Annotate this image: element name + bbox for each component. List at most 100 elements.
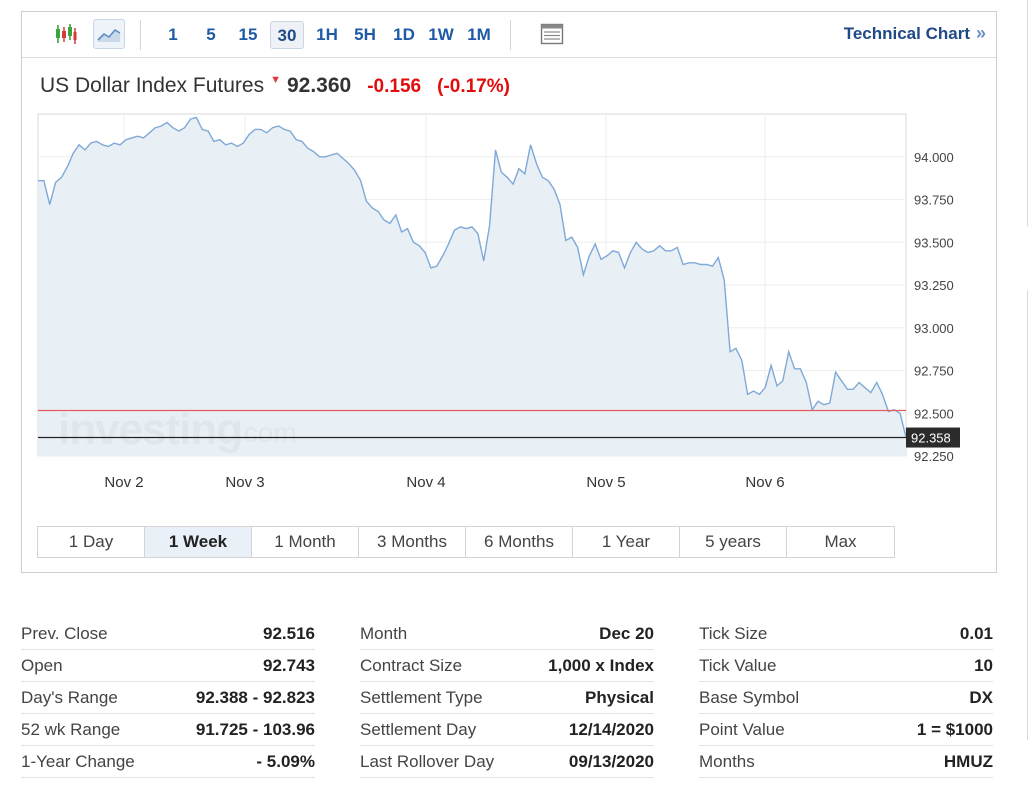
stats-column-3: Tick Size 0.01 Tick Value 10 Base Symbol DX Po…: [699, 618, 993, 778]
stat-label: Prev. Close: [21, 623, 108, 643]
last-price-tag: [906, 427, 960, 448]
stat-row: Contract Size 1,000 x Index: [360, 650, 654, 682]
interval-button[interactable]: 30: [270, 21, 304, 49]
interval-button[interactable]: 1H: [316, 25, 338, 44]
stat-label: Contract Size: [360, 655, 463, 675]
stat-row: Tick Value 10: [699, 650, 993, 682]
interval-button[interactable]: 5H: [354, 25, 376, 44]
series-area: [38, 117, 906, 457]
x-tick-label: Nov 2: [104, 474, 143, 491]
stat-row: Settlement Day 12/14/2020: [360, 714, 654, 746]
stat-value: - 5.09%: [256, 751, 315, 771]
stat-row: Day's Range 92.388 - 92.823: [21, 682, 315, 714]
stat-value: 92.388 - 92.823: [195, 687, 315, 707]
y-tick-label: 92.750: [914, 364, 954, 379]
range-button[interactable]: Max: [787, 527, 894, 557]
stat-label: Base Symbol: [699, 687, 800, 707]
technical-chart-link[interactable]: Technical Chart »: [844, 23, 986, 44]
stat-value: Dec 20: [599, 623, 654, 643]
y-tick-label: 93.500: [914, 235, 954, 250]
last-price: 92.360: [286, 74, 352, 97]
chart-widget: 1 5 15 30 1H 5H 1D 1W 1M Technical Chart» US Dol…: [21, 11, 997, 573]
stat-value: 12/14/2020: [568, 719, 654, 739]
range-button[interactable]: 3 Months: [359, 527, 466, 557]
stat-label: 52 wk Range: [21, 719, 121, 739]
candlestick-chart-icon[interactable]: [48, 19, 84, 49]
y-tick-label: 92.500: [914, 406, 954, 421]
stat-row: 52 wk Range 91.725 - 103.96: [21, 714, 315, 746]
stats-column-2: Month Dec 20 Contract Size 1,000 x Index Set…: [360, 618, 654, 778]
series-line: [38, 116, 907, 438]
stat-value: 91.725 - 103.96: [195, 719, 315, 739]
range-button[interactable]: 6 Months: [466, 527, 573, 557]
stat-row: Settlement Type Physical: [360, 682, 654, 714]
stat-value: 09/13/2020: [568, 751, 654, 771]
stat-value: 0.01: [959, 623, 993, 643]
interval-button[interactable]: 1M: [467, 25, 491, 44]
stat-label: Settlement Day: [360, 719, 477, 739]
interval-button[interactable]: 5: [206, 25, 216, 44]
stat-value: 10: [974, 655, 993, 675]
interval-button[interactable]: 1: [168, 25, 178, 44]
stat-row: Months HMUZ: [699, 746, 993, 778]
stat-label: Tick Size: [699, 623, 768, 643]
stat-value: 1,000 x Index: [548, 655, 654, 675]
page-edge: [1027, 290, 1028, 740]
stat-label: Point Value: [699, 719, 785, 739]
stat-row: Base Symbol DX: [699, 682, 993, 714]
interval-button[interactable]: 15: [238, 25, 258, 44]
price-change: -0.156: [367, 76, 422, 97]
stat-label: Settlement Type: [360, 687, 483, 707]
toolbar-divider: [140, 20, 141, 50]
stat-label: Months: [699, 751, 755, 771]
range-button[interactable]: 1 Day: [38, 527, 145, 557]
range-button[interactable]: 1 Month: [252, 527, 359, 557]
double-chevron-right-icon: »: [975, 23, 986, 43]
stat-value: 1 = $1000: [916, 719, 993, 739]
y-tick-label: 93.250: [914, 278, 954, 293]
stat-label: Open: [21, 655, 63, 675]
stat-label: Last Rollover Day: [360, 751, 495, 771]
stat-row: Prev. Close 92.516: [21, 618, 315, 650]
stat-row: Last Rollover Day 09/13/2020: [360, 746, 654, 778]
range-button[interactable]: 5 years: [680, 527, 787, 557]
price-change-percent: (-0.17%): [437, 76, 510, 97]
chart-toolbar: 1 5 15 30 1H 5H 1D 1W 1M Technical Chart»: [22, 12, 996, 58]
technical-chart-label: Technical Chart: [843, 24, 970, 43]
stat-value: 92.516: [263, 623, 315, 643]
x-tick-label: Nov 3: [225, 474, 264, 491]
stat-label: Month: [360, 623, 408, 643]
quote-header: US Dollar Index Futures ▼ 92.360 -0.156 …: [40, 74, 510, 102]
page-edge: [1027, 0, 1028, 226]
x-tick-label: Nov 4: [406, 474, 445, 491]
stat-value: 92.743: [263, 655, 315, 675]
stat-row: Point Value 1 = $1000: [699, 714, 993, 746]
line-chart-icon[interactable]: [93, 19, 125, 49]
stat-label: 1-Year Change: [21, 751, 135, 771]
toolbar-divider: [510, 20, 511, 50]
stat-label: Tick Value: [699, 655, 777, 675]
stat-value: HMUZ: [943, 751, 993, 771]
stats-column-1: Prev. Close 92.516 Open 92.743 Day's Range 92…: [21, 618, 315, 778]
stat-row: Month Dec 20: [360, 618, 654, 650]
stat-label: Day's Range: [21, 687, 118, 707]
time-range-selector: 1 Day 1 Week 1 Month 3 Months 6 Months 1 Year…: [37, 526, 895, 558]
instrument-name: US Dollar Index Futures: [40, 74, 265, 97]
x-tick-label: Nov 5: [586, 474, 625, 491]
range-button[interactable]: 1 Year: [573, 527, 680, 557]
y-tick-label: 93.750: [914, 193, 954, 208]
stat-value: DX: [969, 687, 993, 707]
last-price-label: 92.358: [911, 431, 951, 446]
interval-button[interactable]: 1D: [393, 25, 415, 44]
x-tick-label: Nov 6: [745, 474, 784, 491]
stat-row: Open 92.743: [21, 650, 315, 682]
y-tick-label: 93.000: [914, 321, 954, 336]
range-button[interactable]: 1 Week: [145, 527, 252, 557]
down-arrow-icon: ▼: [270, 74, 281, 86]
table-view-icon[interactable]: [537, 19, 567, 49]
stat-row: Tick Size 0.01: [699, 618, 993, 650]
y-tick-label: 92.250: [914, 449, 954, 464]
interval-button[interactable]: 1W: [428, 25, 454, 44]
price-chart[interactable]: 94.000 93.750 93.500 93.250 93.000 92.750 92.5…: [22, 12, 996, 512]
y-tick-label: 94.000: [914, 150, 954, 165]
